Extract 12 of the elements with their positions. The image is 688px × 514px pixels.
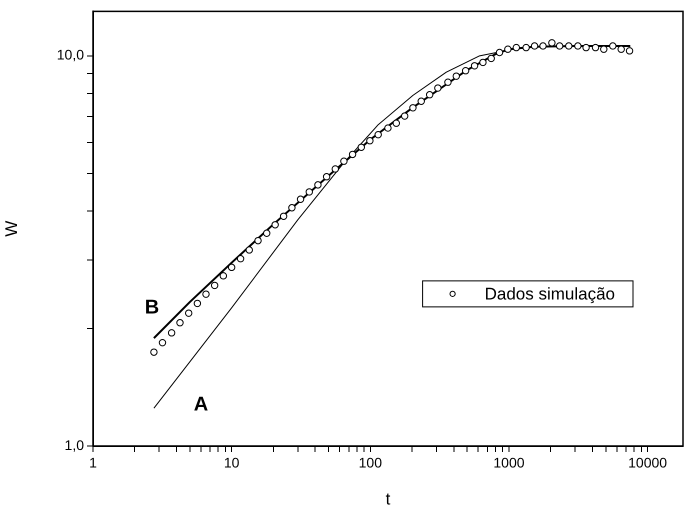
y-axis-title: W [2,220,21,237]
legend-label: Dados simulação [484,284,616,304]
x-tick-label: 1000 [493,454,525,470]
x-tick-label: 1 [89,454,98,470]
y-tick-label: 1,0 [64,436,84,453]
x-tick-label: 100 [358,454,382,470]
x-tick-label: 10000 [628,454,668,470]
x-axis-title: t [386,489,391,508]
x-tick-label: 10 [224,454,240,470]
series-label: A [194,394,208,416]
series-label: B [144,296,160,319]
y-tick-label: 10,0 [56,46,84,63]
